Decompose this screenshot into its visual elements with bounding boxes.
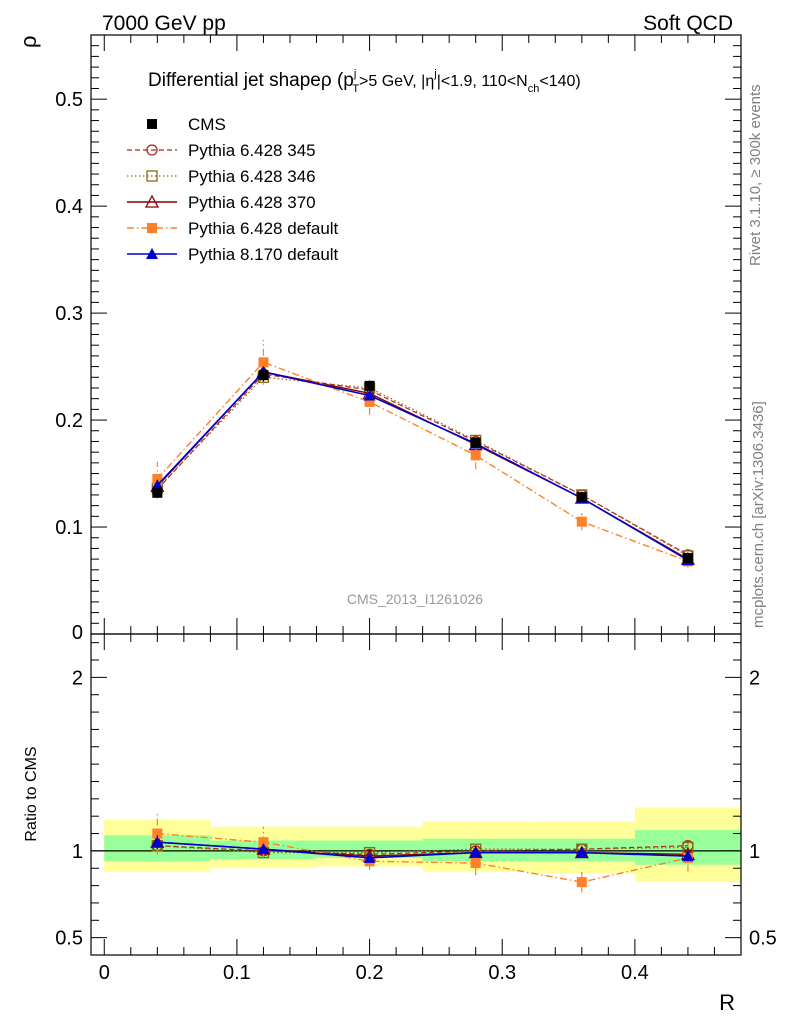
point-cms	[470, 437, 481, 448]
point-p8def	[257, 843, 270, 855]
legend-marker-p346	[146, 170, 158, 182]
ratio-xtick-label: 0.1	[223, 962, 251, 984]
ratio-xtick-label: 0.2	[356, 962, 384, 984]
point-p6def	[258, 357, 269, 368]
point-p8def	[151, 836, 164, 848]
ratio-xtick-label: 0.3	[488, 962, 516, 984]
point-p6def	[258, 837, 269, 848]
point-p6def	[576, 516, 587, 527]
point-cms	[576, 492, 587, 503]
legend-item-p6def: Pythia 6.428 default	[127, 219, 339, 238]
legend-label: Pythia 6.428 346	[188, 167, 316, 186]
legend-item-p370: Pythia 6.428 370	[127, 193, 316, 212]
point-p8def	[363, 389, 376, 401]
point-p6def	[364, 396, 375, 407]
legend-item-p346: Pythia 6.428 346	[127, 167, 316, 186]
header-left: 7000 GeV pp	[102, 12, 226, 35]
ratio-ytick-label: 1	[72, 841, 83, 863]
legend-marker-p345	[146, 144, 158, 156]
series-line-p346	[157, 845, 688, 854]
legend: CMS Pythia 6.428 345 Pythia 6.428 346 Pythi…	[127, 115, 339, 264]
point-p8def	[469, 846, 482, 858]
legend-label: Pythia 6.428 default	[188, 219, 339, 238]
point-p8def	[151, 479, 164, 491]
legend-label: Pythia 8.170 default	[188, 245, 339, 264]
point-p6def	[152, 473, 163, 484]
point-cms	[258, 370, 269, 381]
legend-marker-p6def	[147, 223, 157, 233]
title-part-end: <140)	[539, 73, 580, 90]
point-p8def	[363, 851, 376, 863]
rivet-label: Rivet 3.1.10, ≥ 300k events	[747, 84, 764, 266]
ratio-ytick-label-right: 0.5	[749, 928, 777, 950]
legend-marker-p370	[144, 194, 160, 208]
legend-marker-p8def	[146, 248, 158, 259]
ratio-ytick-label: 0.5	[55, 928, 83, 950]
series-cms	[152, 368, 693, 564]
ratio-ytick-label: 2	[72, 667, 83, 689]
series-line-p345	[157, 845, 688, 855]
x-axis-label: R	[719, 990, 735, 1015]
ratio-panel: 0 0.1 0.2 0.3 0.4 R 0.5 0.5 1 1 2 2 Ratio to CMS	[23, 633, 777, 1015]
point-p6def	[470, 858, 481, 869]
legend-label: Pythia 6.428 370	[188, 193, 316, 212]
main-panel: 0.1 0.2 0.3 0.4 0.5 0 ρ	[16, 34, 742, 644]
series-line-p8def	[157, 841, 688, 859]
title-part-main: Differential jet shapeρ (p	[148, 70, 354, 91]
main-ytick-label: 0.4	[55, 196, 83, 218]
legend-item-p345: Pythia 6.428 345	[127, 141, 316, 160]
ratio-ytick-label-right: 2	[749, 667, 760, 689]
title-part-sup2: j	[433, 68, 436, 80]
legend-label: CMS	[188, 115, 226, 134]
main-ytick-label: 0.3	[55, 303, 83, 325]
main-ytick-label: 0.5	[55, 89, 83, 111]
series-p345	[151, 368, 694, 561]
ratio-xtick-label: 0.4	[621, 962, 649, 984]
legend-marker-cms	[147, 119, 157, 129]
point-cms	[152, 487, 163, 498]
main-ytick-label: 0.1	[55, 517, 83, 539]
series-line-p345	[156, 373, 689, 556]
main-ytick-label-zero: 0	[72, 622, 83, 644]
header-right: Soft QCD	[643, 12, 733, 35]
series-line-p346	[156, 376, 689, 557]
ratio-ytick-label-right: 1	[749, 841, 760, 863]
series-line-p6def	[156, 361, 689, 562]
title-part-mid: >5 GeV, |η	[359, 73, 434, 90]
ratio-ylabel: Ratio to CMS	[23, 746, 40, 841]
series-p8def	[151, 835, 694, 863]
point-p6def	[470, 450, 481, 461]
series-p6def	[152, 339, 693, 568]
title-part-sub1: T	[352, 83, 359, 95]
main-ylabel: ρ	[16, 35, 41, 48]
point-p6def	[576, 877, 587, 888]
title-part-sup1: j	[353, 68, 356, 80]
ratio-frame	[90, 633, 742, 956]
point-p8def	[575, 846, 588, 858]
series-line-p6def	[157, 832, 689, 883]
legend-item-cms: CMS	[147, 115, 226, 134]
main-ytick-label: 0.2	[55, 410, 83, 432]
legend-item-p8def: Pythia 8.170 default	[127, 245, 339, 264]
point-p8def	[681, 850, 694, 862]
plot-title: Differential jet shapeρ (pj T>5 GeV, |ηj|…	[148, 68, 581, 95]
ratio-xtick-label: 0	[99, 962, 110, 984]
point-p6def	[152, 828, 163, 839]
mcplots-label: mcplots.cern.ch [arXiv:1306.3436]	[750, 401, 767, 628]
legend-label: Pythia 6.428 345	[188, 141, 316, 160]
series-line-p8def	[156, 371, 689, 561]
point-cms	[682, 553, 693, 564]
title-part-sub2: ch	[528, 83, 540, 95]
analysis-id: CMS_2013_I1261026	[347, 591, 483, 607]
point-cms	[364, 380, 375, 391]
title-part-mid2: |<1.9, 110<N	[437, 73, 528, 90]
